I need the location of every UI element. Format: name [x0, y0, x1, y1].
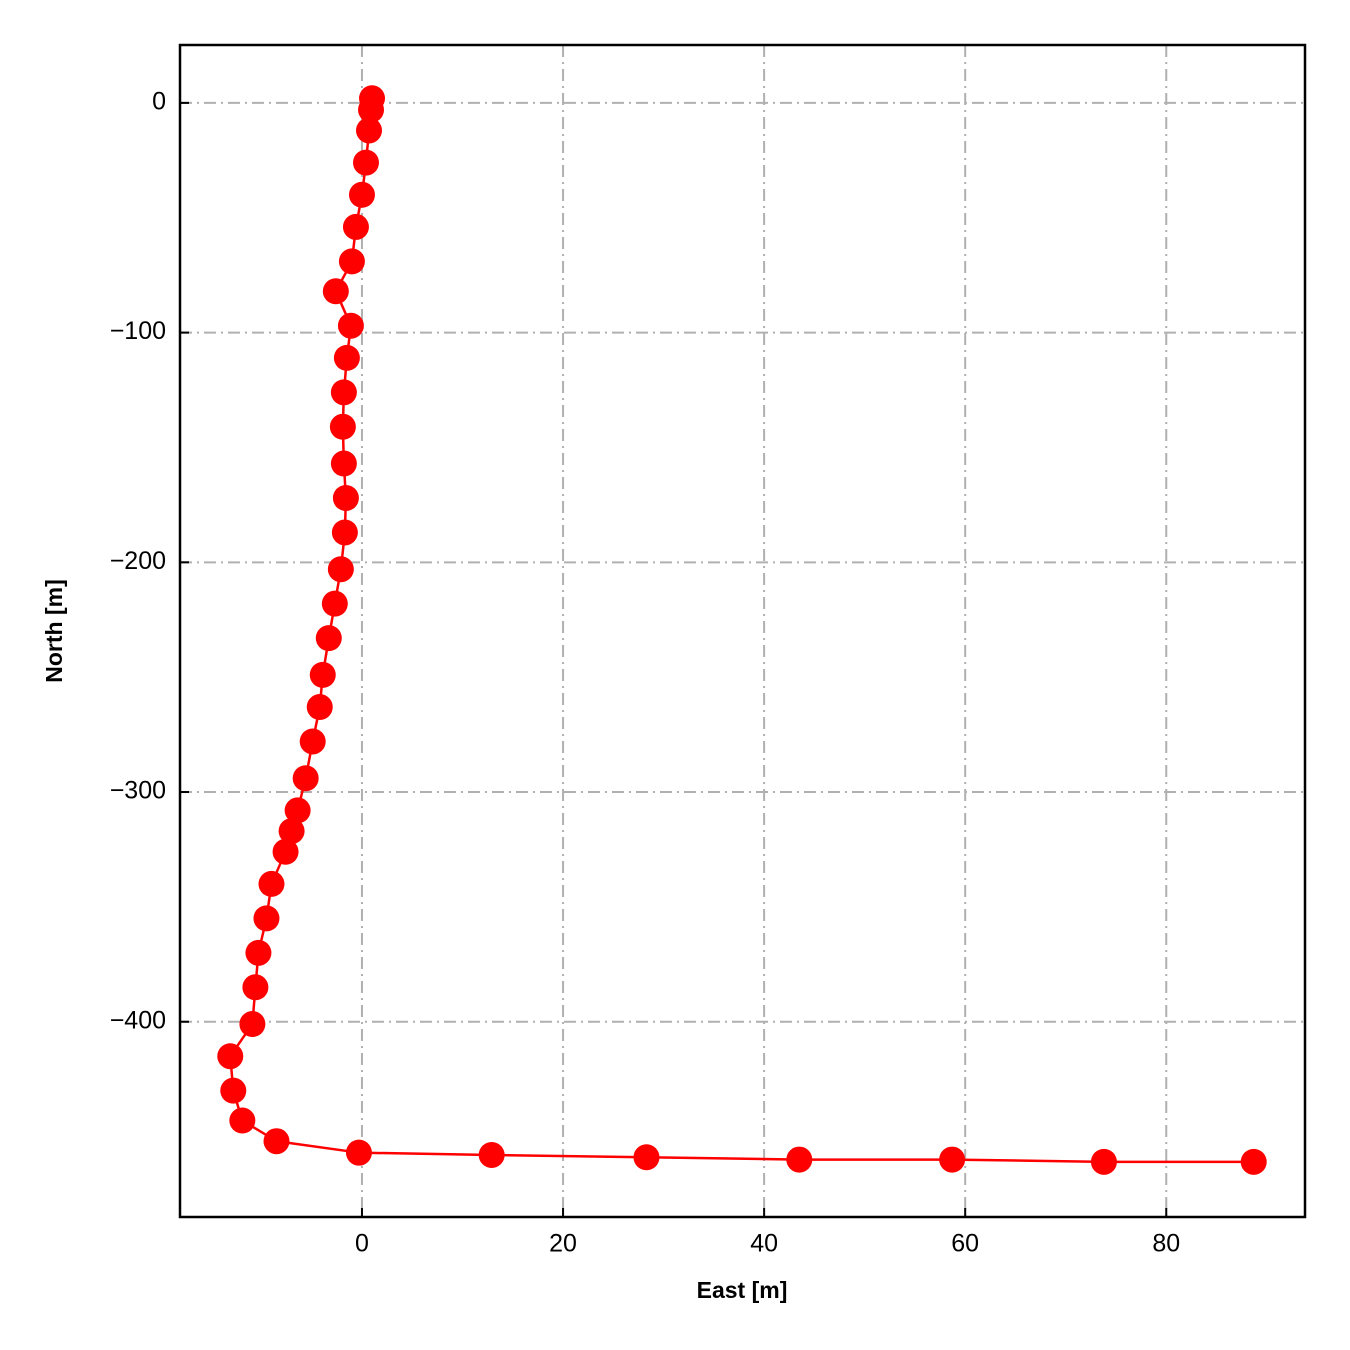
data-point: [338, 248, 365, 275]
data-point: [278, 818, 305, 845]
y-tick-label: 0: [152, 87, 166, 115]
data-point: [333, 344, 360, 371]
x-tick-label: 20: [549, 1230, 577, 1258]
data-point: [284, 797, 311, 824]
data-point: [1240, 1148, 1267, 1175]
data-point: [253, 905, 280, 932]
plot-frame: [178, 43, 1307, 1219]
data-point: [352, 149, 379, 176]
data-point: [356, 117, 383, 144]
data-point: [239, 1011, 266, 1038]
x-tick-label: 80: [1152, 1230, 1180, 1258]
data-point: [342, 213, 369, 240]
data-point: [309, 661, 336, 688]
y-tick-label: −400: [110, 1006, 166, 1034]
data-point: [348, 181, 375, 208]
x-axis-label: East [m]: [697, 1277, 788, 1303]
data-point: [322, 278, 349, 305]
data-point: [292, 765, 319, 792]
data-point: [337, 312, 364, 339]
data-point: [299, 728, 326, 755]
data-point: [272, 838, 299, 865]
data-point: [786, 1146, 813, 1173]
data-point: [345, 1139, 372, 1166]
data-point: [939, 1146, 966, 1173]
x-tick-label: 0: [355, 1230, 369, 1258]
y-tick-label: −200: [110, 547, 166, 575]
data-point: [1090, 1148, 1117, 1175]
data-point: [242, 974, 269, 1001]
data-point: [329, 413, 356, 440]
data-point: [245, 939, 272, 966]
data-point: [327, 556, 354, 583]
data-point: [332, 484, 359, 511]
data-point: [331, 519, 358, 546]
data-point: [263, 1128, 290, 1155]
data-point: [229, 1107, 256, 1134]
y-axis-label: North [m]: [41, 579, 67, 682]
data-point: [330, 379, 357, 406]
x-tick-label: 60: [951, 1230, 979, 1258]
data-point: [315, 625, 342, 652]
data-line: [228, 98, 1254, 1164]
data-point: [217, 1043, 244, 1070]
data-point: [358, 96, 385, 123]
data-point: [321, 590, 348, 617]
data-point: [220, 1077, 247, 1104]
data-point: [330, 450, 357, 477]
x-tick-label: 40: [750, 1230, 778, 1258]
data-point: [633, 1144, 660, 1171]
data-point: [306, 694, 333, 721]
data-point: [478, 1141, 505, 1168]
y-tick-label: −100: [110, 317, 166, 345]
y-tick-label: −300: [110, 777, 166, 805]
data-point: [258, 870, 285, 897]
